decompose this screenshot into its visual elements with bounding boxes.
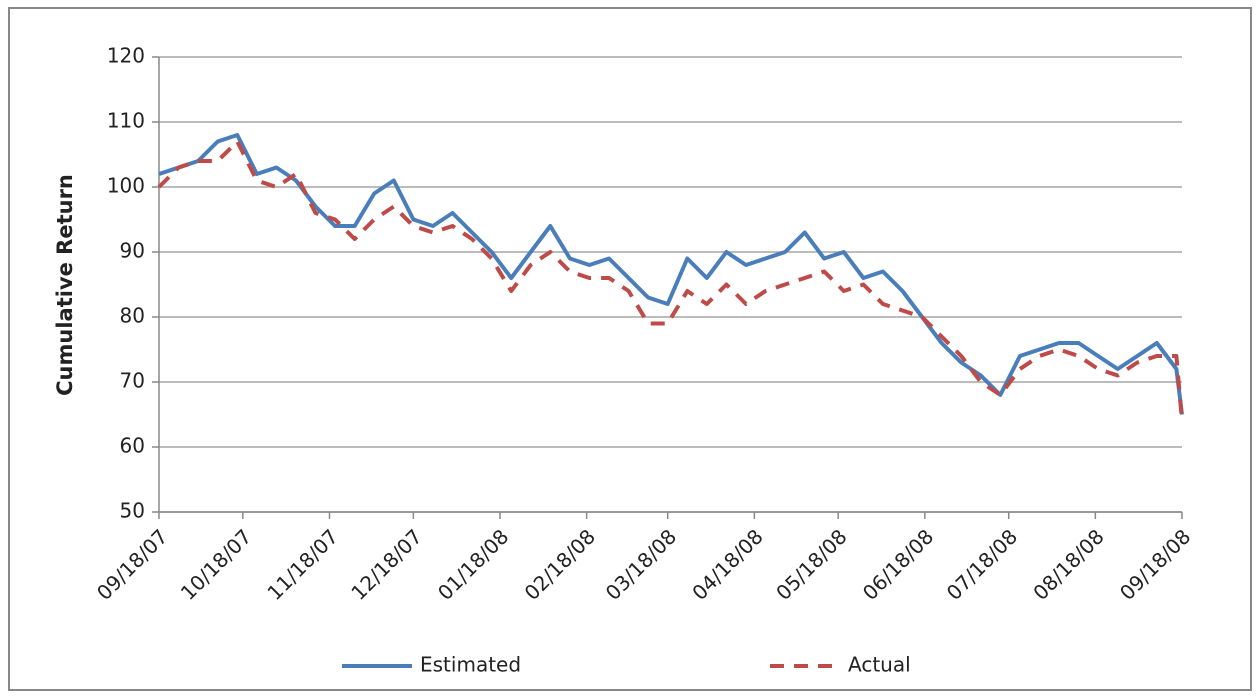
y-tick-label: 60 <box>120 434 145 458</box>
data-line <box>158 133 1184 415</box>
y-tick-label: 50 <box>120 499 145 523</box>
y-tick-label: 70 <box>120 369 145 393</box>
y-tick-label: 80 <box>120 304 145 328</box>
y-tick-label: 110 <box>107 109 145 133</box>
data-line <box>157 139 1184 422</box>
y-tick-label: 90 <box>120 239 145 263</box>
legend-label: Estimated <box>420 653 521 677</box>
y-tick-label: 120 <box>107 44 145 68</box>
y-axis-label: Cumulative Return <box>53 174 77 396</box>
legend-label: Actual <box>848 653 911 677</box>
y-tick-label: 100 <box>107 174 145 198</box>
